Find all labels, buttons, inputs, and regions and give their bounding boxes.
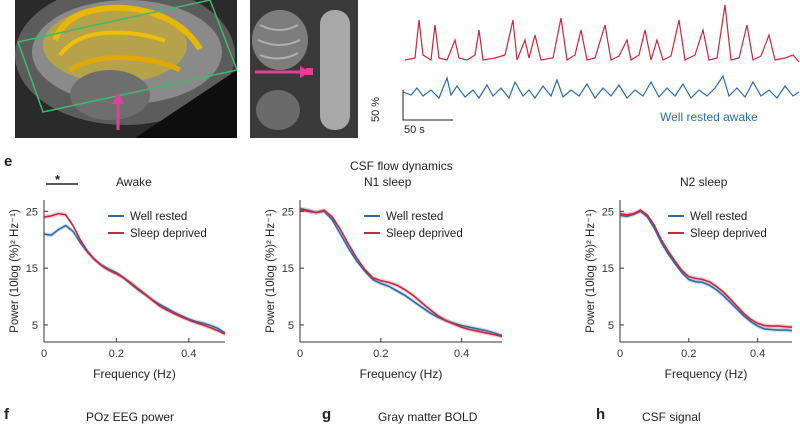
- well-rested-trace: [402, 74, 800, 100]
- x-tick-label: 0: [41, 348, 47, 360]
- x-tick-label: 0: [617, 348, 623, 360]
- sleep-deprived-trace: [404, 4, 800, 63]
- x-axis-label: Frequency (Hz): [665, 367, 748, 381]
- y-tick-label: 15: [602, 263, 614, 275]
- csf-bold-traces: [402, 4, 800, 121]
- y-tick-label: 5: [288, 320, 294, 332]
- x-tick-label: 0.2: [681, 348, 696, 360]
- panel-title-g: Gray matter BOLD: [378, 410, 478, 424]
- series-line-sleep-deprived: [43, 212, 226, 335]
- x-tick-label: 0.4: [181, 348, 196, 360]
- panel-letter-h: h: [596, 406, 606, 423]
- scale-bar-y-label: 50 %: [370, 96, 382, 122]
- y-axis-label: Power (10log (%)² Hz⁻¹): [265, 209, 277, 333]
- main-title: CSF flow dynamics: [350, 159, 453, 173]
- mri-sagittal-image: [15, 0, 237, 138]
- series-line-well-rested: [43, 224, 226, 334]
- series-line-well-rested: [299, 207, 503, 337]
- y-tick-label: 15: [26, 263, 38, 275]
- series-line-sleep-deprived: [299, 208, 503, 338]
- x-axis-label: Frequency (Hz): [93, 367, 176, 381]
- y-tick-label: 25: [282, 206, 294, 218]
- panel-title-f: POz EEG power: [86, 410, 175, 424]
- panel-letter-f: f: [4, 406, 9, 423]
- legend-label: Sleep deprived: [386, 228, 463, 240]
- y-axis-label: Power (10log (%)² Hz⁻¹): [9, 209, 21, 333]
- series-line-well-rested: [619, 210, 793, 332]
- series-line-sleep-deprived: [619, 209, 793, 329]
- chart-n1-sleep: 5 15 25 0 0.2 0.4 Frequency (Hz) Power (10log (…: [265, 200, 503, 381]
- x-axis-label: Frequency (Hz): [360, 367, 443, 381]
- chart-awake: 5 15 25 0 0.2 0.4 Frequency (Hz) Power (10log (…: [9, 200, 226, 381]
- panel-letter-g: g: [322, 406, 332, 423]
- y-axis-label: Power (10log (%)² Hz⁻¹): [585, 209, 597, 333]
- panel-title-h: CSF signal: [642, 410, 701, 424]
- series-error-band: [44, 223, 225, 336]
- y-tick-label: 25: [602, 206, 614, 218]
- panel-letter-e: e: [4, 153, 13, 170]
- legend-label: Well rested: [130, 211, 187, 223]
- y-tick-label: 5: [608, 320, 614, 332]
- legend-label: Well rested: [386, 211, 443, 223]
- significance-star: *: [55, 172, 61, 187]
- trace-legend-label: Well rested awake: [660, 110, 758, 124]
- legend-label: Sleep deprived: [130, 228, 207, 240]
- scale-bar-x-label: 50 s: [404, 124, 425, 136]
- x-tick-label: 0.2: [109, 348, 124, 360]
- plot-title-n2: N2 sleep: [680, 175, 728, 189]
- y-tick-label: 15: [282, 263, 294, 275]
- x-tick-label: 0.4: [454, 348, 469, 360]
- y-tick-label: 25: [26, 206, 38, 218]
- legend-label: Well rested: [690, 211, 747, 223]
- series-error-band: [300, 206, 502, 338]
- x-tick-label: 0: [297, 348, 303, 360]
- mri-zoom-image: [250, 0, 358, 138]
- x-tick-label: 0.4: [750, 348, 765, 360]
- legend-label: Sleep deprived: [690, 228, 767, 240]
- plot-title-awake: Awake: [116, 175, 152, 189]
- y-tick-label: 5: [32, 320, 38, 332]
- plot-title-n1: N1 sleep: [364, 175, 412, 189]
- x-tick-label: 0.2: [373, 348, 388, 360]
- series-error-band: [620, 208, 792, 330]
- significance-bar: [46, 183, 78, 185]
